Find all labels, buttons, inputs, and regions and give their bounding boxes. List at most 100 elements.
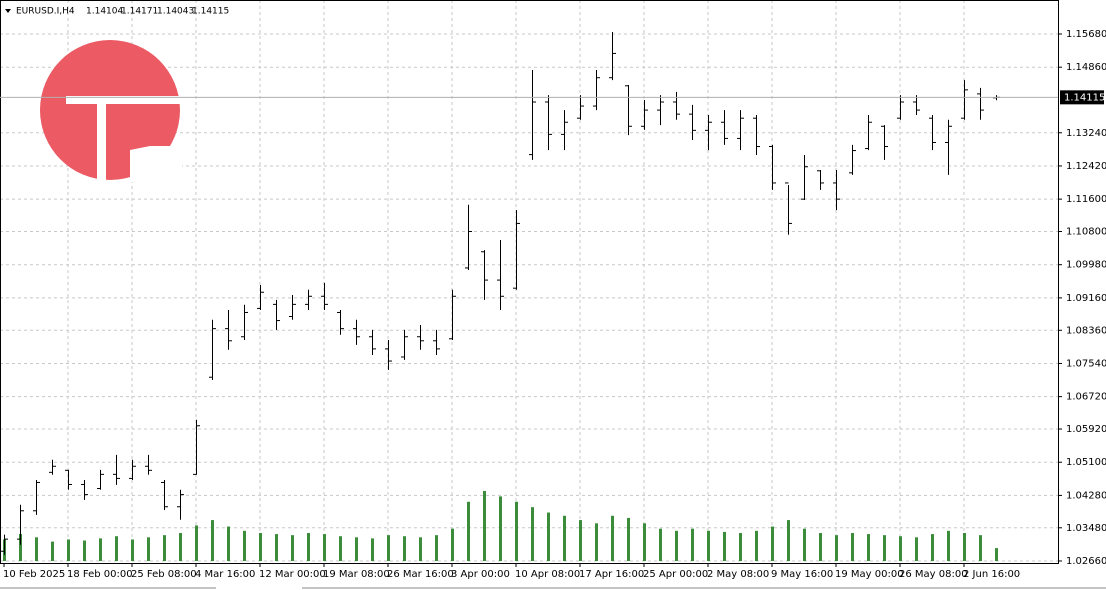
x-tick-label: 26 May 08:00 (899, 569, 968, 580)
x-tick-label: 19 May 00:00 (835, 569, 904, 580)
volume-bar (19, 534, 22, 561)
volume-bar (291, 535, 294, 561)
x-tick-label: 3 Apr 00:00 (451, 569, 510, 580)
volume-bar (899, 536, 902, 561)
x-tick-label: 4 Mar 16:00 (195, 569, 255, 580)
y-tick-label: 1.05920 (1066, 424, 1106, 435)
volume-bar (339, 536, 342, 561)
header-close: 1.14115 (192, 7, 229, 17)
volume-bar (771, 526, 774, 561)
volume-bar (787, 520, 790, 561)
volume-bar (403, 536, 406, 561)
volume-bar (211, 520, 214, 561)
header-high: 1.14171 (121, 7, 158, 17)
volume-bar (979, 535, 982, 561)
y-tick-label: 1.04280 (1066, 490, 1106, 501)
volume-bar (259, 533, 262, 561)
x-tick-label: 18 Feb 00:00 (67, 569, 133, 580)
y-tick-label: 1.10800 (1066, 227, 1106, 238)
x-tick-label: 9 May 16:00 (771, 569, 833, 580)
price-label-bg (1060, 90, 1104, 105)
volume-bar (739, 533, 742, 561)
volume-bar (467, 501, 470, 561)
menu-arrow (5, 9, 11, 13)
volume-bar (99, 538, 102, 561)
volume-bar (371, 538, 374, 561)
x-tick-label: 17 Apr 16:00 (579, 569, 644, 580)
header-open: 1.14104 (86, 7, 123, 17)
volume-bar (627, 517, 630, 561)
volume-bar (419, 537, 422, 561)
volume-bar (643, 523, 646, 561)
volume-bar (195, 525, 198, 561)
header-low: 1.14043 (157, 7, 194, 17)
volume-bar (355, 537, 358, 561)
volume-bar (387, 535, 390, 561)
plot-frame (0, 0, 1059, 564)
volume-bar (115, 536, 118, 561)
volume-bar (691, 528, 694, 561)
volume-bar (227, 526, 230, 561)
volume-bar (483, 491, 486, 561)
volume-bar (515, 501, 518, 561)
x-tick-label: 2 Jun 16:00 (963, 569, 1020, 580)
x-tick-label: 26 Mar 16:00 (387, 569, 454, 580)
symbol: EURUSD.I,H4 (16, 7, 75, 17)
volume-bar (451, 528, 454, 561)
price-label: 1.14115 (1064, 92, 1105, 103)
volume-bar (995, 548, 998, 561)
volume-bar (275, 534, 278, 561)
volume-bar (499, 496, 502, 561)
volume-bar (867, 534, 870, 561)
volume-bar (915, 537, 918, 561)
volume-bar (803, 528, 806, 561)
y-tick-label: 1.15680 (1066, 29, 1106, 40)
volume-bar (819, 533, 822, 561)
volume-bar (179, 533, 182, 561)
x-tick-label: 25 Feb 08:00 (131, 569, 197, 580)
volume-bar (51, 541, 54, 561)
y-tick-label: 1.14860 (1066, 62, 1106, 73)
volume-bar (611, 515, 614, 561)
volume-bar (83, 540, 86, 561)
volume-bar (243, 530, 246, 561)
volume-bar (707, 530, 710, 561)
y-tick-label: 1.08360 (1066, 325, 1106, 336)
logo (40, 40, 182, 182)
volume-bar (163, 535, 166, 561)
x-tick-label: 19 Mar 08:00 (323, 569, 390, 580)
y-tick-label: 1.03480 (1066, 523, 1106, 534)
plot (1, 31, 1000, 561)
volume-bar (435, 535, 438, 561)
x-tick-label: 12 Mar 00:00 (259, 569, 326, 580)
y-tick-label: 1.11600 (1066, 194, 1106, 205)
volume-bar (67, 539, 70, 561)
x-tick-label: 2 May 08:00 (707, 569, 769, 580)
y-tick-label: 1.06720 (1066, 392, 1106, 403)
volume-bar (35, 537, 38, 561)
y-tick-label: 1.02660 (1066, 556, 1106, 567)
logo-block (106, 104, 140, 146)
volume-bar (947, 530, 950, 561)
volume-bar (755, 530, 758, 561)
logo-cut (130, 146, 182, 182)
volume-bar (147, 537, 150, 561)
x-tick-label: 10 Feb 2025 (3, 569, 65, 580)
y-tick-label: 1.12420 (1066, 161, 1106, 172)
volume-bar (547, 512, 550, 561)
volume-bar (595, 523, 598, 561)
x-tick-label: 10 Apr 08:00 (515, 569, 580, 580)
y-tick-label: 1.09980 (1066, 260, 1106, 271)
y-tick-label: 1.07540 (1066, 358, 1106, 369)
volume-bar (659, 528, 662, 561)
volume-bar (531, 507, 534, 561)
volume-bar (563, 515, 566, 561)
x-tick-label: 25 Apr 00:00 (643, 569, 708, 580)
volume-bar (579, 520, 582, 561)
y-tick-label: 1.05100 (1066, 457, 1106, 468)
volume-bar (963, 533, 966, 561)
volume-bar (307, 533, 310, 561)
volume-bar (835, 535, 838, 561)
